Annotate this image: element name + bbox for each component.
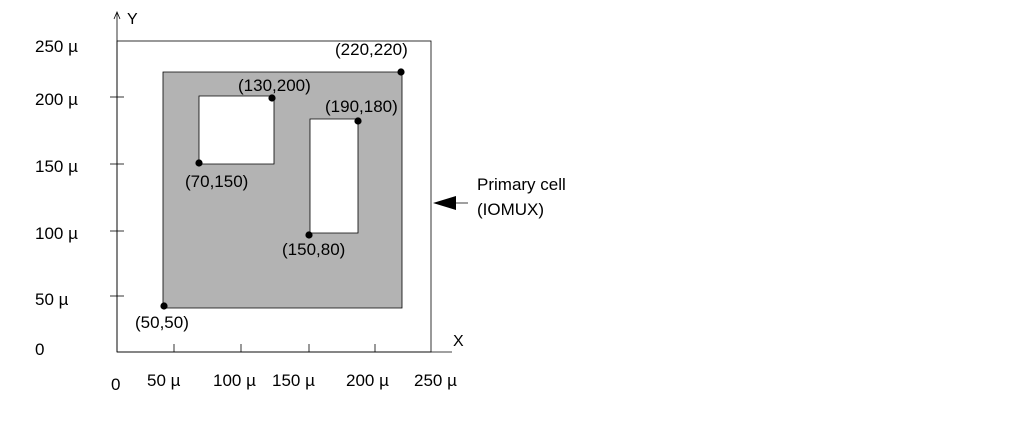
- x-tick-label: 200 µ: [346, 371, 389, 390]
- x-tick-label: 250 µ: [414, 371, 457, 390]
- y-tick-label: 100 µ: [35, 224, 78, 243]
- point-label: (130,200): [238, 76, 311, 95]
- y-axis-name: Y: [127, 11, 138, 28]
- point-label: (150,80): [282, 240, 345, 259]
- x-axis-name: X: [453, 333, 464, 350]
- y-tick-label: 150 µ: [35, 157, 78, 176]
- point-marker: [354, 117, 362, 125]
- point-marker: [268, 94, 276, 102]
- y-tick-label: 250 µ: [35, 37, 78, 56]
- point-label: (190,180): [325, 97, 398, 116]
- x-tick-label: 50 µ: [147, 371, 181, 390]
- point-label: (220,220): [335, 40, 408, 59]
- point-label: (70,150): [185, 172, 248, 191]
- primary-cell-label: Primary cell: [477, 175, 566, 194]
- y-axis-arrowhead: [113, 10, 121, 20]
- point-marker: [195, 159, 203, 167]
- x-tick-label: 0: [111, 375, 120, 394]
- point-label: (50,50): [135, 313, 189, 332]
- point-marker: [397, 68, 405, 76]
- primary-cell-sublabel: (IOMUX): [477, 200, 544, 219]
- y-tick-label: 50 µ: [35, 290, 69, 309]
- x-tick-label: 150 µ: [272, 371, 315, 390]
- callout-arrow-head: [433, 196, 456, 210]
- y-ticks: [110, 96, 124, 297]
- x-ticks: [173, 344, 376, 352]
- point-marker: [305, 231, 313, 239]
- point-marker: [160, 302, 168, 310]
- y-tick-label: 0: [35, 340, 44, 359]
- x-tick-label: 100 µ: [213, 371, 256, 390]
- shaded-region: [162, 71, 403, 309]
- y-tick-label: 200 µ: [35, 90, 78, 109]
